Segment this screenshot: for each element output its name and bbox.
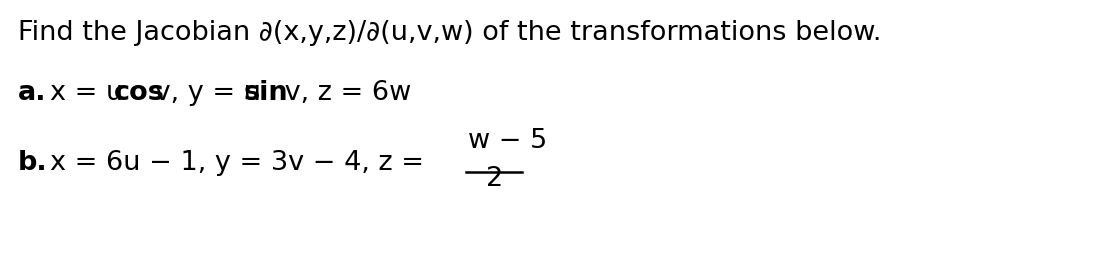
Text: cos: cos <box>114 80 165 106</box>
Text: v, z = 6w: v, z = 6w <box>276 80 411 106</box>
Text: w − 5: w − 5 <box>468 128 547 154</box>
Text: sin: sin <box>244 80 289 106</box>
Text: Find the Jacobian ∂(x,y,z)/∂(u,v,w) of the transformations below.: Find the Jacobian ∂(x,y,z)/∂(u,v,w) of t… <box>18 20 881 46</box>
Text: b.: b. <box>18 150 48 176</box>
Text: v, y = u: v, y = u <box>146 80 270 106</box>
Text: 2: 2 <box>487 166 504 192</box>
Text: x = 6u − 1, y = 3v − 4, z =: x = 6u − 1, y = 3v − 4, z = <box>50 150 424 176</box>
Text: a.: a. <box>18 80 47 106</box>
Text: x = u: x = u <box>50 80 131 106</box>
